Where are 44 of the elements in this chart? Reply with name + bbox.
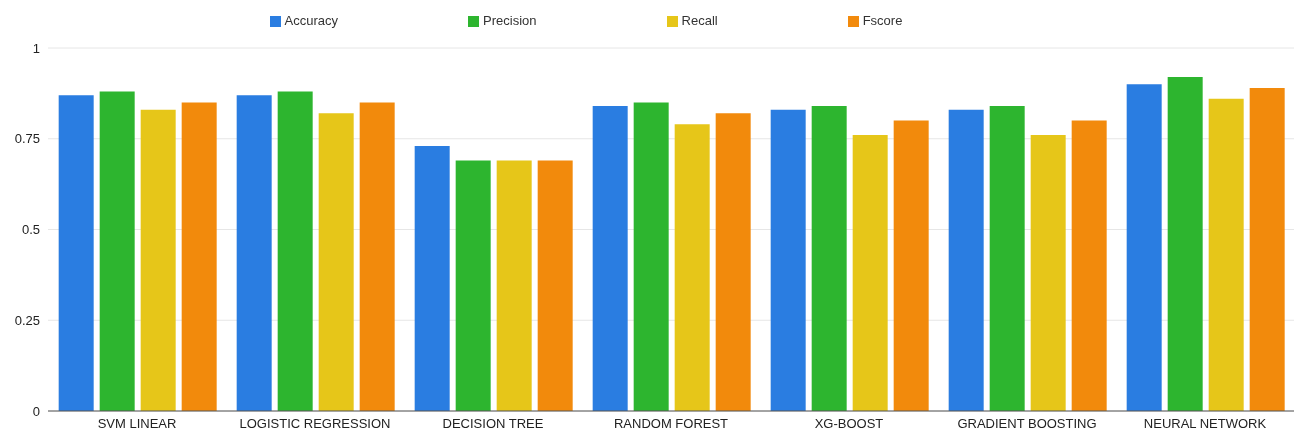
bar xyxy=(140,109,176,411)
bar xyxy=(1071,120,1107,411)
bar xyxy=(181,102,217,411)
legend-label: Fscore xyxy=(862,13,903,28)
y-tick-label: 0 xyxy=(32,403,40,419)
bar xyxy=(715,113,751,411)
bar xyxy=(592,106,628,411)
legend-label: Precision xyxy=(483,13,537,28)
y-tick-label: 0.75 xyxy=(14,131,40,147)
bar xyxy=(948,109,984,411)
y-tick-label: 1 xyxy=(32,40,40,56)
legend-label: Accuracy xyxy=(284,13,339,28)
y-tick-label: 0.5 xyxy=(21,222,40,238)
bar xyxy=(852,135,888,411)
x-tick-label: DECISION TREE xyxy=(442,416,544,432)
x-tick-label: LOGISTIC REGRESSION xyxy=(239,416,391,432)
bar xyxy=(1126,84,1162,411)
x-tick-label: SVM LINEAR xyxy=(97,416,177,432)
bar xyxy=(414,146,450,411)
bar xyxy=(674,124,710,411)
x-tick-label: GRADIENT BOOSTING xyxy=(957,416,1097,432)
bar xyxy=(236,95,272,411)
bar xyxy=(537,160,573,411)
bar xyxy=(359,102,395,411)
bar xyxy=(989,106,1025,411)
bar xyxy=(1208,98,1244,411)
legend-label: Recall xyxy=(681,13,718,28)
x-tick-label: NEURAL NETWORK xyxy=(1143,416,1267,432)
bar xyxy=(455,160,491,411)
bar xyxy=(99,91,135,411)
bar xyxy=(1249,87,1285,411)
bar xyxy=(58,95,94,411)
bar xyxy=(1030,135,1066,411)
x-tick-label: XG-BOOST xyxy=(814,416,884,432)
x-tick-label: RANDOM FOREST xyxy=(613,416,729,432)
y-tick-label: 0.25 xyxy=(14,312,40,328)
bar xyxy=(496,160,532,411)
bar xyxy=(1167,77,1203,411)
bar xyxy=(893,120,929,411)
bar xyxy=(811,106,847,411)
bar xyxy=(633,102,669,411)
bar xyxy=(318,113,354,411)
bar xyxy=(277,91,313,411)
bar xyxy=(770,109,806,411)
